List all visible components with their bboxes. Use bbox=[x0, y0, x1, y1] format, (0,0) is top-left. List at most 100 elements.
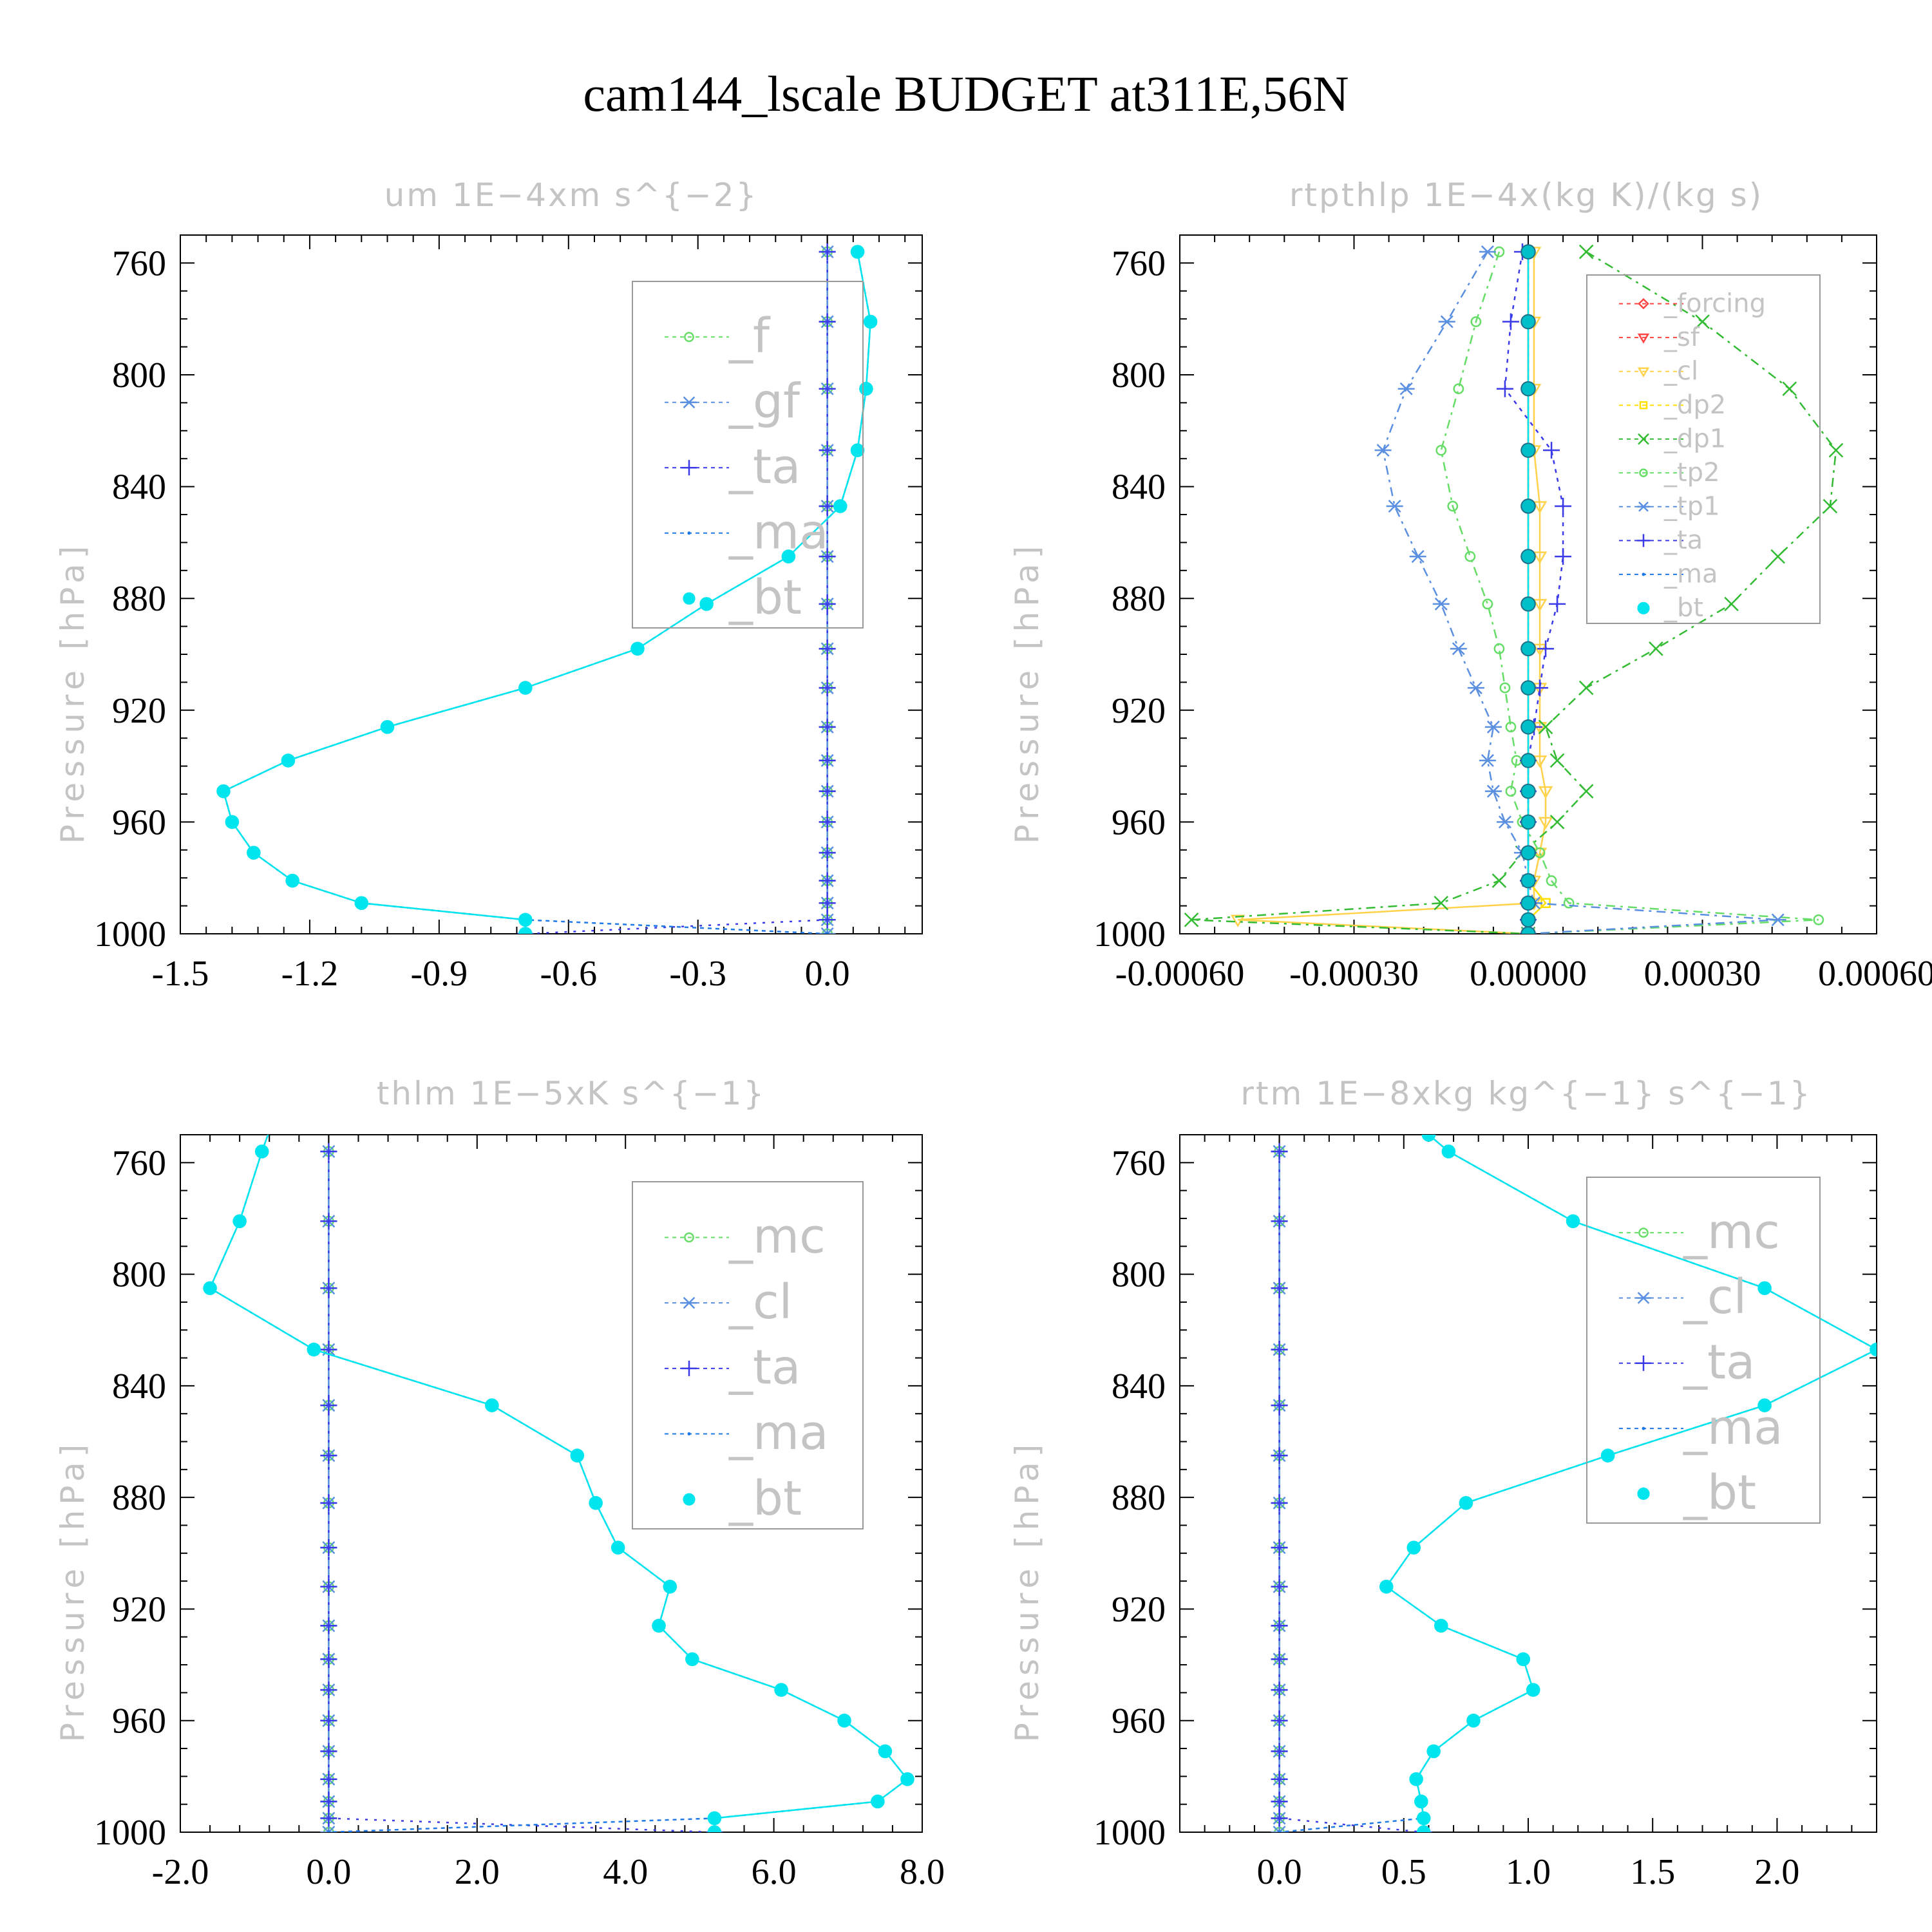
y-axis-label: Pressure [hPa] bbox=[54, 1439, 91, 1743]
series-line-dp1 bbox=[1191, 251, 1837, 934]
legend-label: _sf bbox=[1663, 323, 1700, 352]
x-tick-label: -1.2 bbox=[281, 954, 339, 994]
legend-box bbox=[632, 281, 864, 629]
data-point bbox=[1421, 1135, 1436, 1142]
data-point bbox=[518, 913, 533, 927]
data-point bbox=[1520, 641, 1536, 657]
data-point bbox=[1828, 442, 1844, 458]
legend-marker bbox=[681, 1360, 697, 1376]
legend-label: _bt bbox=[728, 1471, 802, 1526]
data-point bbox=[1271, 1397, 1288, 1414]
legend-label: _gf bbox=[728, 374, 801, 429]
data-point bbox=[1532, 755, 1548, 768]
data-point bbox=[1493, 643, 1505, 654]
legend-marker bbox=[1637, 601, 1650, 614]
y-tick-label: 880 bbox=[1112, 579, 1166, 619]
data-point bbox=[1386, 499, 1403, 513]
legend-label: _ma bbox=[728, 1405, 828, 1461]
data-point bbox=[1434, 1618, 1448, 1633]
panel-rtm: rtm 1E−8xkg kg^{−1} s^{−1} Pressure [hPa… bbox=[1009, 1075, 1877, 1892]
legend: _forcing _sf _cl _dp2 _dp1 _tp2 _tp1 _ta _ma _bt bbox=[1586, 274, 1821, 624]
y-tick-label: 760 bbox=[112, 243, 166, 283]
x-tick-label: -0.9 bbox=[411, 954, 468, 994]
data-point bbox=[1496, 815, 1513, 829]
legend-marker bbox=[1639, 468, 1648, 478]
data-point bbox=[320, 1578, 337, 1595]
data-point bbox=[1555, 548, 1572, 565]
legend-label: _ta bbox=[728, 439, 800, 495]
legend-label: _cl bbox=[1663, 356, 1698, 386]
data-point bbox=[203, 1281, 217, 1296]
data-point bbox=[1184, 913, 1199, 927]
legend-marker bbox=[683, 592, 696, 605]
data-point bbox=[1271, 1280, 1288, 1297]
data-point bbox=[1374, 444, 1392, 457]
legend-marker bbox=[681, 1296, 697, 1309]
x-tick-label: -0.00030 bbox=[1289, 954, 1419, 994]
legend-marker bbox=[1639, 401, 1648, 410]
legend-marker bbox=[687, 1432, 691, 1436]
data-point bbox=[1466, 1713, 1481, 1728]
data-point bbox=[1505, 786, 1517, 797]
data-point bbox=[685, 1652, 699, 1667]
legend-marker bbox=[1638, 433, 1649, 445]
data-point bbox=[320, 1447, 337, 1464]
y-tick-label: 800 bbox=[1112, 1255, 1166, 1295]
legend: _mc _cl _ta _ma _bt bbox=[1586, 1177, 1821, 1524]
legend-marker bbox=[1638, 1227, 1649, 1238]
data-point bbox=[1484, 720, 1502, 734]
x-tick-label: 0.0 bbox=[306, 1852, 351, 1892]
data-point bbox=[1492, 873, 1507, 888]
x-tick-label: 6.0 bbox=[752, 1852, 797, 1892]
panel-rtpthlp: rtpthlp 1E−4x(kg K)/(kg s) Pressure [hPa… bbox=[1009, 176, 1932, 994]
data-point bbox=[1532, 599, 1548, 612]
legend-label: _mc bbox=[728, 1209, 826, 1264]
data-point bbox=[1563, 897, 1575, 909]
data-point bbox=[819, 243, 836, 261]
data-point bbox=[1520, 753, 1536, 768]
series-line-cl bbox=[1238, 252, 1547, 934]
data-point bbox=[611, 1540, 625, 1555]
legend-marker bbox=[1642, 573, 1645, 576]
data-point bbox=[863, 314, 878, 329]
legend-label: _ma bbox=[728, 504, 828, 560]
data-point bbox=[320, 1651, 337, 1668]
series-line-ta bbox=[328, 1151, 715, 1832]
legend-marker bbox=[681, 460, 697, 476]
data-point bbox=[518, 681, 533, 695]
x-tick-label: 0.00030 bbox=[1644, 954, 1761, 994]
x-tick-label: -2.0 bbox=[152, 1852, 209, 1892]
data-point bbox=[819, 752, 836, 769]
legend-label: _ta bbox=[1663, 526, 1703, 555]
legend-marker bbox=[1637, 1487, 1650, 1501]
legend-label: _ta bbox=[728, 1340, 800, 1396]
data-point bbox=[652, 1618, 666, 1633]
data-point bbox=[1271, 1341, 1288, 1358]
legend-label: _tp2 bbox=[1663, 458, 1720, 488]
y-tick-label: 840 bbox=[112, 468, 166, 507]
data-point bbox=[1467, 681, 1484, 695]
data-point bbox=[354, 896, 369, 911]
data-point bbox=[1441, 1144, 1456, 1159]
y-tick-label: 840 bbox=[1112, 1367, 1166, 1406]
data-point bbox=[819, 679, 836, 697]
data-point bbox=[819, 872, 836, 889]
data-point bbox=[819, 844, 836, 862]
legend-label: _dp1 bbox=[1663, 424, 1726, 454]
data-point bbox=[1520, 719, 1536, 735]
data-point bbox=[1271, 1770, 1288, 1788]
legend-marker bbox=[1638, 298, 1649, 310]
data-point bbox=[320, 1770, 337, 1788]
data-point bbox=[320, 1341, 337, 1358]
legend: _f _gf _ta _ma _bt bbox=[632, 281, 864, 629]
legend-label: _f bbox=[728, 308, 771, 364]
y-tick-label: 960 bbox=[1112, 1701, 1166, 1741]
data-point bbox=[320, 1397, 337, 1414]
data-point bbox=[826, 932, 829, 934]
data-point bbox=[819, 380, 836, 397]
data-point bbox=[1482, 598, 1493, 610]
data-point bbox=[1453, 383, 1464, 395]
data-point bbox=[320, 1681, 337, 1699]
plot-frame bbox=[180, 234, 923, 934]
legend-marker bbox=[684, 1232, 694, 1243]
